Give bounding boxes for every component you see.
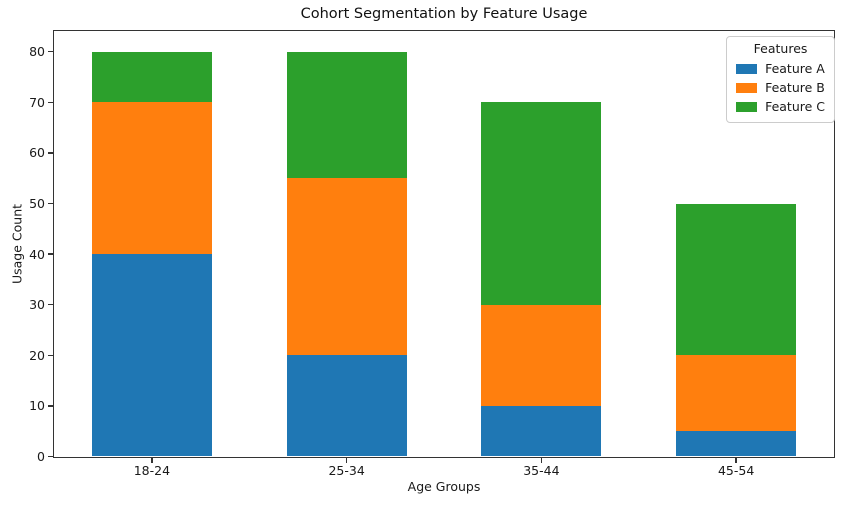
x-tick-mark [151, 458, 153, 463]
legend-entry: Feature C [736, 97, 825, 116]
x-tick-mark [345, 458, 348, 463]
y-tick-label: 0 [37, 449, 45, 464]
bar-segment-feature-a-35-44 [481, 405, 602, 457]
legend-swatch-icon [736, 82, 758, 93]
y-tick-label: 70 [29, 94, 45, 110]
x-tick-label: 25-34 [328, 463, 365, 478]
bar-segment-feature-c-35-44 [481, 102, 602, 305]
y-tick-label: 30 [29, 297, 45, 313]
legend-entries: Feature A Feature B Feature C [736, 59, 825, 116]
y-tick-mark [48, 50, 53, 53]
bar-segment-feature-b-25-34 [286, 178, 407, 356]
bar-segment-feature-c-45-54 [676, 203, 797, 356]
y-tick-label: 40 [29, 246, 45, 262]
chart-title: Cohort Segmentation by Feature Usage [300, 6, 588, 22]
x-tick-mark [540, 458, 543, 463]
y-tick-mark [48, 354, 53, 357]
y-axis-label: Usage Count [9, 203, 25, 285]
y-tick-label: 60 [29, 145, 45, 161]
y-tick-mark [48, 152, 53, 154]
y-tick-label: 80 [29, 44, 45, 60]
x-axis-label: Age Groups [407, 479, 481, 494]
legend-label: Feature A [765, 61, 825, 76]
x-tick-label: 45-54 [717, 463, 755, 478]
legend-title: Features [753, 41, 808, 56]
legend-swatch-icon [736, 63, 758, 74]
y-tick-mark [48, 405, 53, 407]
bar-segment-feature-c-25-34 [286, 51, 407, 179]
bar-segment-feature-a-18-24 [91, 254, 212, 457]
legend-swatch-icon [736, 101, 758, 112]
x-tick-mark [735, 458, 737, 463]
y-tick-mark [48, 303, 53, 306]
x-tick-label: 35-44 [523, 463, 560, 478]
legend-label: Feature B [765, 80, 825, 95]
plot-area [53, 30, 835, 458]
y-tick-mark [48, 202, 53, 205]
legend-entry: Feature A [736, 59, 825, 78]
y-tick-mark [48, 455, 53, 458]
y-tick-label: 20 [29, 347, 45, 363]
bar-segment-feature-a-25-34 [286, 355, 407, 457]
y-tick-mark [48, 101, 53, 104]
bar-segment-feature-a-45-54 [676, 431, 797, 457]
y-tick-label: 50 [29, 196, 45, 212]
bar-segment-feature-c-18-24 [91, 51, 212, 103]
legend: Features Feature A Feature B Feature C [726, 36, 835, 123]
legend-entry: Feature B [736, 78, 825, 97]
y-tick-label: 10 [29, 398, 45, 414]
x-tick-label: 18-24 [133, 463, 171, 478]
legend-label: Feature C [765, 99, 825, 114]
y-tick-mark [48, 253, 53, 255]
bar-segment-feature-b-35-44 [481, 304, 602, 406]
bar-segment-feature-b-45-54 [676, 355, 797, 432]
bar-segment-feature-b-18-24 [91, 102, 212, 255]
